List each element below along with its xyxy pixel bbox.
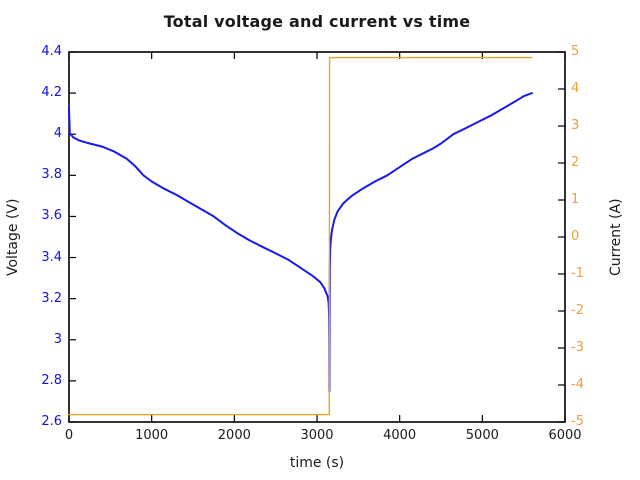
- left-tick-label: 3.6: [41, 208, 62, 224]
- right-tick-label: 1: [571, 192, 580, 207]
- left-tick-label: 3.2: [41, 290, 62, 306]
- x-tick-label: 2000: [217, 428, 251, 443]
- left-tick-label: 3.8: [41, 167, 62, 183]
- right-tick-label: -1: [571, 266, 584, 281]
- voltage-line: [68, 92, 533, 393]
- current-line: [68, 56, 533, 416]
- chart-title: Total voltage and current vs time: [163, 12, 471, 31]
- left-tick-label: 2.8: [41, 372, 62, 388]
- right-tick-label: -2: [571, 303, 584, 318]
- right-tick-label: -5: [571, 414, 584, 429]
- axis-ticks: [68, 51, 566, 423]
- data-series: [68, 56, 533, 416]
- left-tick-label: 3: [53, 331, 62, 347]
- right-tick-label: -4: [571, 377, 584, 392]
- right-tick-label: 4: [571, 81, 580, 96]
- x-tick-label: 1000: [135, 428, 169, 443]
- left-tick-label: 4.2: [41, 85, 62, 101]
- plot-border: [68, 51, 566, 423]
- left-tick-label: 2.6: [41, 414, 62, 429]
- right-tick-label: 3: [571, 118, 580, 133]
- right-axis-label: Current (A): [608, 198, 624, 276]
- left-axis-label: Voltage (V): [5, 198, 21, 276]
- x-tick-label: 0: [64, 428, 74, 443]
- x-tick-label: 5000: [465, 428, 499, 443]
- x-axis-label: time (s): [289, 455, 345, 471]
- x-tick-label: 3000: [300, 428, 334, 443]
- right-tick-label: 2: [571, 155, 580, 170]
- left-tick-label: 3.4: [41, 249, 62, 265]
- right-tick-label: -3: [571, 340, 584, 355]
- right-tick-label: 5: [571, 44, 580, 59]
- left-tick-label: 4.4: [41, 44, 62, 59]
- left-tick-label: 4: [53, 126, 62, 142]
- x-tick-label: 4000: [383, 428, 417, 443]
- x-tick-label: 6000: [548, 428, 582, 443]
- right-tick-label: 0: [571, 229, 580, 244]
